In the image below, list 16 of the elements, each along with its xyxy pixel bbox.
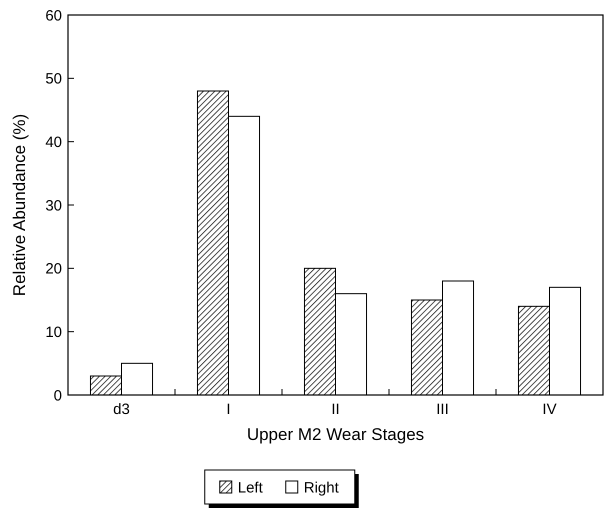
x-tick-label: IV [542,401,557,418]
legend-label: Right [304,479,340,496]
x-tick-label: d3 [113,401,130,418]
y-tick-label: 0 [54,387,62,404]
y-tick-label: 10 [45,324,62,341]
y-tick-label: 20 [45,260,62,278]
y-tick-label: 30 [45,197,62,214]
x-tick-label: II [331,401,340,418]
y-tick-label: 60 [45,7,62,24]
y-tick-label: 50 [45,70,62,88]
y-tick-label: 40 [45,134,62,151]
legend-label: Left [238,479,264,496]
x-tick-label: III [436,401,449,418]
x-axis-title: Upper M2 Wear Stages [246,425,424,444]
x-tick-label: I [226,401,231,418]
y-axis-title: Relative Abundance (%) [10,114,29,296]
